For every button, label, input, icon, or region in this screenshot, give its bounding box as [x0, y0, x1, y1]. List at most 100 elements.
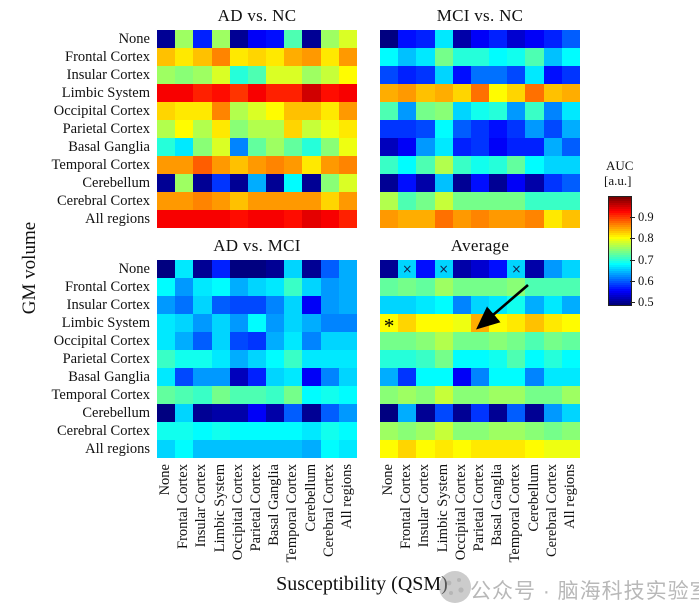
heatmap-cell	[561, 66, 580, 84]
heatmap-cell	[320, 102, 339, 120]
colorbar-gradient-strip	[609, 223, 631, 225]
heatmap-cell	[507, 350, 526, 368]
heatmap-cell	[320, 332, 339, 350]
heatmap-cell	[543, 102, 562, 120]
colorbar-gradient-strip	[609, 231, 631, 233]
column-label: None	[157, 464, 174, 496]
heatmap-cell	[211, 386, 230, 404]
heatmap-cell	[320, 174, 339, 192]
row-label: Occipital Cortex	[53, 102, 150, 119]
heatmap-cell	[525, 440, 544, 458]
heatmap-cell	[247, 66, 267, 84]
heatmap-cell	[247, 48, 267, 66]
heatmap-cell	[380, 174, 399, 192]
heatmap-cell	[211, 48, 230, 66]
heatmap-cell	[211, 278, 230, 296]
heatmap-cell	[416, 174, 435, 192]
heatmap-cell	[398, 138, 417, 156]
heatmap-cell	[302, 48, 321, 66]
heatmap-cell	[193, 66, 212, 84]
heatmap-cell	[338, 386, 357, 404]
heatmap-cell	[302, 210, 321, 228]
heatmap-cell	[266, 404, 285, 422]
heatmap-cell	[452, 368, 471, 386]
heatmap-cell	[489, 210, 508, 228]
colorbar-gradient-strip	[609, 201, 631, 203]
heatmap-cell	[561, 350, 580, 368]
heatmap-cell	[157, 368, 176, 386]
heatmap-cell	[266, 30, 285, 48]
heatmap-cell	[398, 314, 417, 332]
heatmap-cell	[266, 102, 285, 120]
heatmap-cell	[157, 350, 176, 368]
heatmap-cell	[302, 192, 321, 210]
heatmap-cell	[525, 350, 544, 368]
heatmap-cell	[193, 314, 212, 332]
heatmap-cell	[229, 66, 248, 84]
heatmap-cell	[157, 30, 176, 48]
heatmap-cell	[320, 404, 339, 422]
heatmap-cell	[416, 102, 435, 120]
row-label: Temporal Cortex	[51, 156, 150, 173]
heatmap-cell	[157, 278, 176, 296]
heatmap-cell	[193, 404, 212, 422]
colorbar-gradient-strip	[609, 257, 631, 259]
heatmap-cell	[416, 422, 435, 440]
heatmap-cell	[416, 48, 435, 66]
heatmap-cell	[193, 192, 212, 210]
heatmap-cell	[320, 350, 339, 368]
heatmap-cell	[380, 138, 399, 156]
heatmap-cell	[338, 30, 357, 48]
column-label: Frontal Cortex	[175, 464, 192, 549]
heatmap-cell	[211, 102, 230, 120]
heatmap-cell	[338, 210, 357, 228]
heatmap-cell	[452, 332, 471, 350]
heatmap-cell	[247, 30, 267, 48]
colorbar-tick-mark	[630, 280, 635, 282]
heatmap-cell	[452, 350, 471, 368]
heatmap-cell	[266, 332, 285, 350]
heatmap-cell	[525, 30, 544, 48]
colorbar-gradient-strip	[609, 267, 631, 269]
heatmap-cell	[338, 174, 357, 192]
heatmap-cell	[302, 404, 321, 422]
heatmap-cell	[302, 368, 321, 386]
heatmap-cell	[398, 192, 417, 210]
heatmap-cell	[175, 84, 194, 102]
heatmap-cell	[229, 210, 248, 228]
heatmap-cell	[452, 174, 471, 192]
heatmap-cell	[175, 30, 194, 48]
heatmap-cell	[175, 404, 194, 422]
heatmap-cell	[434, 48, 453, 66]
heatmap-cell	[507, 192, 526, 210]
heatmap-cell	[398, 368, 417, 386]
heatmap-cell	[193, 440, 212, 458]
colorbar-gradient-strip	[609, 239, 631, 241]
heatmap-cell	[320, 422, 339, 440]
heatmap-cell	[338, 332, 357, 350]
heatmap-cell	[489, 332, 508, 350]
heatmap-cell	[247, 260, 267, 278]
heatmap-cell	[561, 260, 580, 278]
heatmap-cell	[434, 156, 453, 174]
heatmap-cell	[561, 120, 580, 138]
heatmap-cell	[338, 440, 357, 458]
heatmap-cell	[284, 422, 303, 440]
panel-title-average: Average	[450, 236, 510, 255]
colorbar-tick-label: 0.5	[638, 294, 654, 309]
heatmap-cell	[338, 278, 357, 296]
heatmap-cell	[229, 404, 248, 422]
heatmap-cell	[452, 66, 471, 84]
heatmap-cell	[380, 440, 399, 458]
colorbar-gradient-strip	[609, 277, 631, 279]
heatmap-cell	[229, 120, 248, 138]
heatmap-cell	[338, 350, 357, 368]
heatmap-cell	[434, 332, 453, 350]
heatmap-cell	[525, 138, 544, 156]
heatmap-cell	[489, 404, 508, 422]
heatmap-cell	[284, 66, 303, 84]
heatmap-cell	[561, 368, 580, 386]
heatmap-cell	[489, 30, 508, 48]
heatmap-cell	[229, 314, 248, 332]
